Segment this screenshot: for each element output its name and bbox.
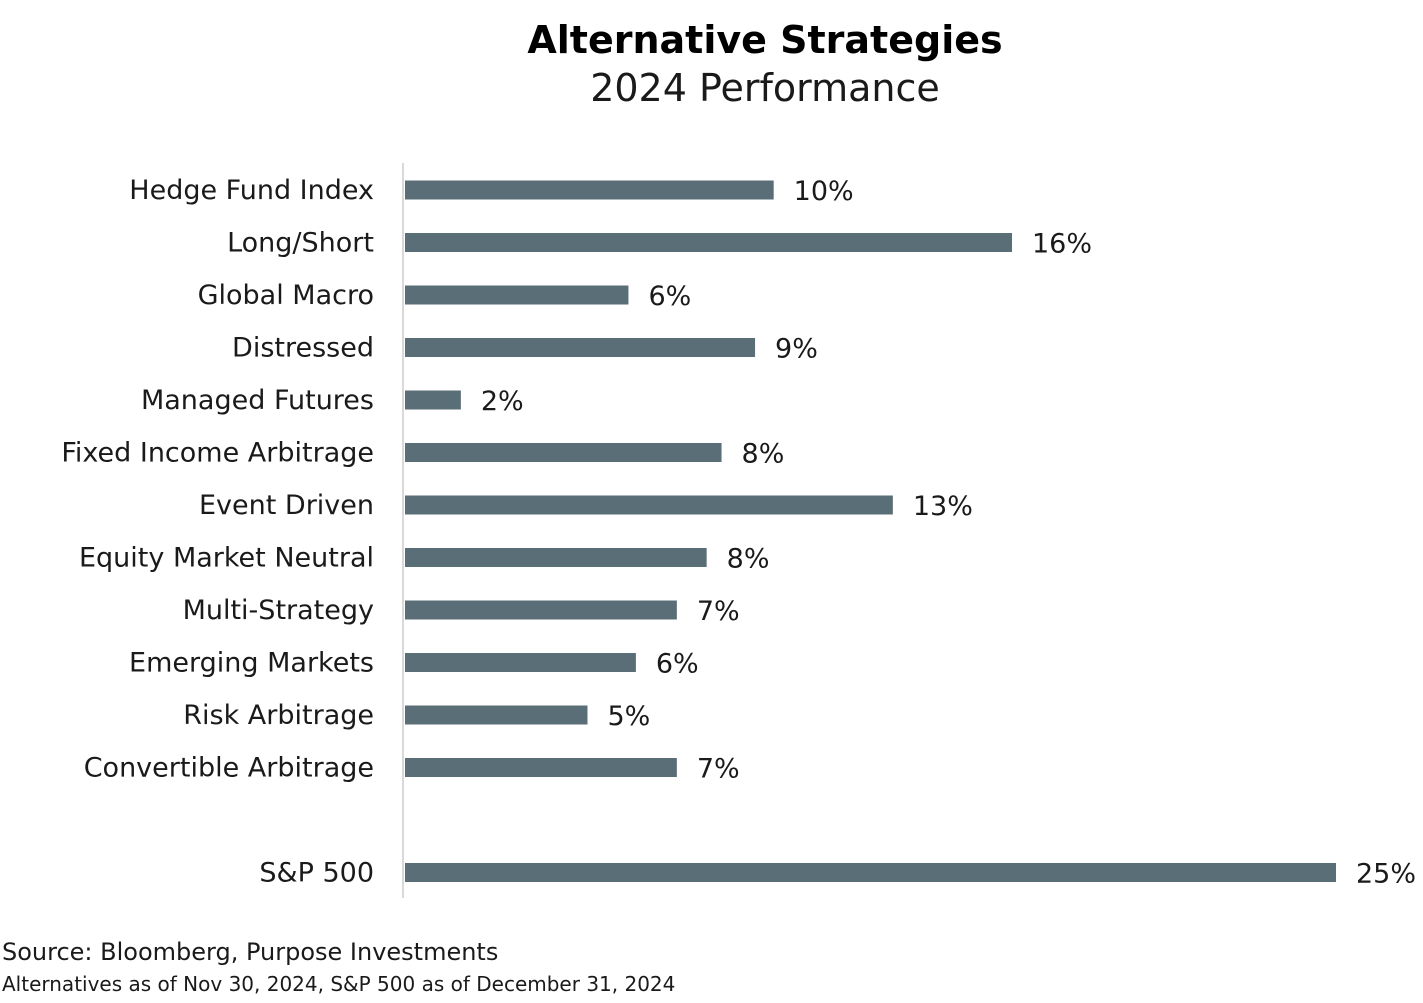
source-note: Source: Bloomberg, Purpose Investments: [2, 938, 499, 966]
data-label: 9%: [775, 334, 818, 365]
category-label: Global Macro: [198, 280, 374, 311]
bar: [405, 600, 677, 620]
bar-chart: Hedge Fund Index 10% Long/Short 16% Global M…: [61, 163, 1416, 898]
data-label: 8%: [727, 544, 770, 575]
chart-title: Alternative Strategies: [527, 18, 1003, 62]
category-label: Long/Short: [227, 228, 374, 259]
data-label: 16%: [1032, 229, 1092, 260]
bar: [405, 443, 722, 462]
category-label: Risk Arbitrage: [183, 700, 374, 731]
data-label: 10%: [794, 176, 854, 207]
data-label: 13%: [913, 491, 973, 522]
bar: [405, 285, 629, 305]
bar: [405, 390, 461, 410]
bar: [405, 705, 588, 725]
bar: [405, 180, 774, 200]
category-label: Emerging Markets: [129, 648, 374, 679]
data-label: 2%: [481, 386, 524, 417]
data-label: 6%: [656, 649, 699, 680]
chart-subtitle: 2024 Performance: [590, 66, 940, 110]
bar: [405, 863, 1336, 882]
bar: [405, 758, 677, 777]
bar: [405, 233, 1013, 252]
bar: [405, 548, 707, 567]
category-label: S&P 500: [259, 858, 374, 889]
category-label: Convertible Arbitrage: [84, 753, 374, 784]
category-label: Event Driven: [199, 490, 374, 521]
bar: [405, 495, 893, 515]
data-label: 6%: [648, 281, 691, 312]
data-label: 5%: [607, 701, 650, 732]
category-label: Multi-Strategy: [183, 595, 374, 626]
category-label: Distressed: [232, 333, 374, 364]
category-label: Hedge Fund Index: [129, 175, 374, 206]
date-note: Alternatives as of Nov 30, 2024, S&P 500…: [2, 972, 676, 996]
bar: [405, 338, 756, 357]
data-label: 8%: [742, 439, 785, 470]
data-label: 7%: [697, 754, 740, 785]
bar: [405, 653, 636, 672]
category-label: Equity Market Neutral: [79, 543, 374, 574]
category-label: Fixed Income Arbitrage: [61, 438, 374, 469]
data-label: 25%: [1356, 859, 1416, 890]
data-label: 7%: [697, 596, 740, 627]
category-label: Managed Futures: [141, 385, 374, 416]
